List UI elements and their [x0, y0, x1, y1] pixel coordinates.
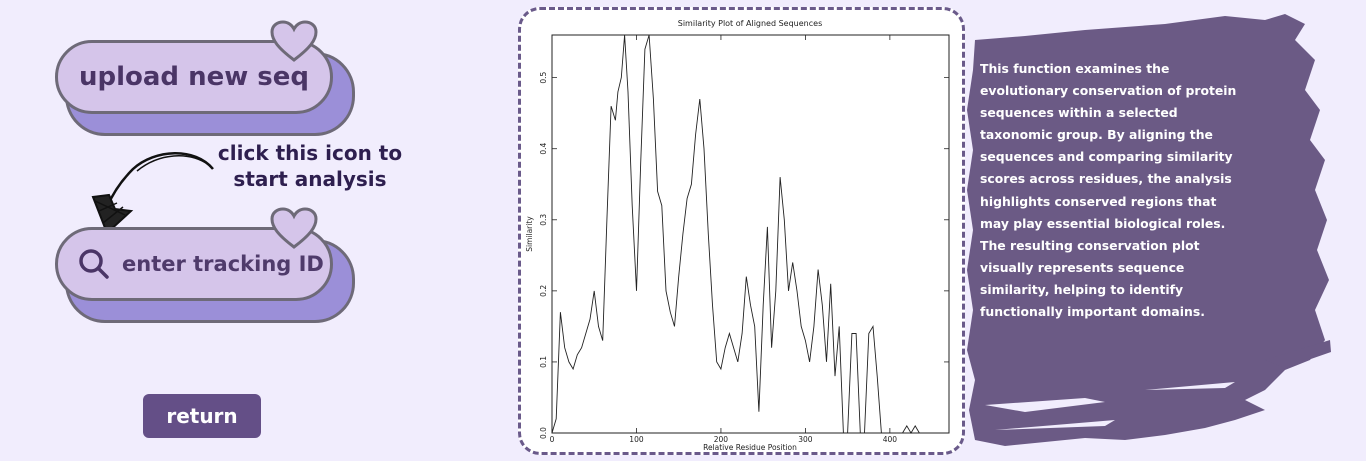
x-axis: 0 100 200 300 400: [550, 35, 898, 444]
search-icon[interactable]: [78, 248, 110, 280]
x-tick-label: 100: [629, 435, 644, 444]
y-tick-label: 0.1: [539, 356, 548, 368]
series-line: [551, 34, 945, 434]
return-button[interactable]: return: [143, 394, 261, 438]
tracking-id-input[interactable]: enter tracking ID: [55, 227, 333, 301]
info-description: This function examines the evolutionary …: [980, 61, 1237, 320]
y-tick-label: 0.0: [539, 427, 548, 439]
y-tick-label: 0.2: [539, 285, 548, 297]
y-tick-label: 0.5: [539, 71, 548, 83]
heart-icon: [270, 20, 318, 62]
info-panel-brush: [967, 14, 1331, 446]
similarity-plot: Similarity Plot of Aligned Sequences 0 10…: [525, 19, 950, 452]
y-tick-label: 0.4: [539, 143, 548, 155]
y-tick-label: 0.3: [539, 214, 548, 226]
x-tick-label: 300: [798, 435, 813, 444]
x-axis-label: Relative Residue Position: [703, 443, 797, 452]
plot-area: [551, 34, 950, 434]
y-axis: 0.0 0.1 0.2 0.3 0.4 0.5: [539, 71, 949, 439]
analysis-hint-line-1: click this icon to: [217, 141, 403, 165]
tracking-id-placeholder: enter tracking ID: [122, 252, 324, 276]
chart-title: Similarity Plot of Aligned Sequences: [678, 19, 822, 28]
heart-icon: [270, 207, 318, 249]
x-tick-label: 200: [714, 435, 729, 444]
similarity-plot-frame: Similarity Plot of Aligned Sequences 0 10…: [518, 7, 965, 455]
y-axis-label: Similarity: [525, 216, 534, 252]
x-tick-label: 0: [550, 435, 555, 444]
analysis-hint-line-2: start analysis: [233, 167, 387, 191]
curved-arrow-icon: [91, 152, 214, 235]
analysis-hint: click this icon to start analysis: [210, 140, 410, 192]
x-tick-label: 400: [883, 435, 898, 444]
upload-button-label: upload new seq: [78, 62, 310, 92]
